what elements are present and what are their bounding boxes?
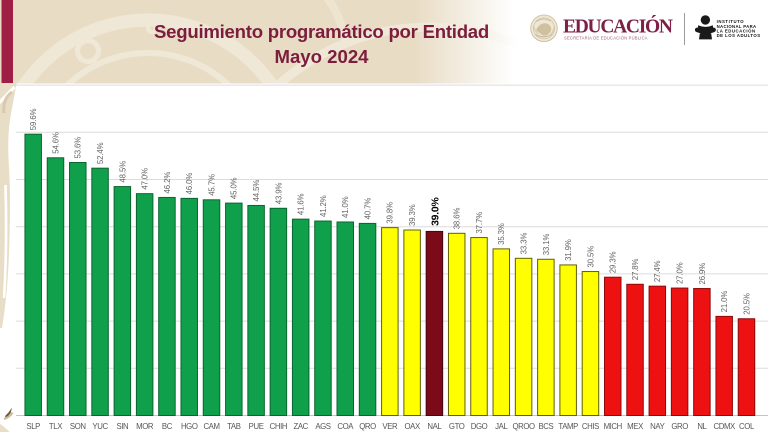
svg-text:TAB: TAB [227, 422, 241, 431]
svg-text:27.4%: 27.4% [653, 260, 662, 282]
svg-text:41.2%: 41.2% [319, 195, 328, 217]
svg-text:MICH: MICH [604, 422, 622, 431]
svg-text:38.6%: 38.6% [453, 208, 462, 230]
svg-text:COL: COL [739, 422, 755, 431]
svg-text:LA EDUCACIÓN: LA EDUCACIÓN [717, 29, 756, 34]
svg-text:SIN: SIN [116, 422, 128, 431]
svg-text:30.5%: 30.5% [586, 246, 595, 268]
svg-text:33.1%: 33.1% [542, 233, 551, 255]
svg-text:29.3%: 29.3% [609, 251, 618, 273]
svg-text:GTO: GTO [449, 422, 465, 431]
svg-text:37.7%: 37.7% [475, 212, 484, 234]
svg-text:COA: COA [337, 422, 354, 431]
svg-text:21.0%: 21.0% [720, 291, 729, 313]
svg-text:53.6%: 53.6% [74, 137, 83, 159]
svg-text:CHIH: CHIH [270, 422, 287, 431]
svg-text:39.0%: 39.0% [430, 197, 441, 225]
svg-text:45.7%: 45.7% [207, 174, 216, 196]
svg-text:41.0%: 41.0% [341, 196, 350, 218]
svg-text:40.7%: 40.7% [363, 198, 372, 220]
svg-text:27.8%: 27.8% [631, 259, 640, 281]
svg-text:27.0%: 27.0% [676, 262, 685, 284]
svg-text:NAY: NAY [650, 422, 665, 431]
svg-text:39.8%: 39.8% [386, 202, 395, 224]
svg-text:31.9%: 31.9% [564, 239, 573, 261]
svg-text:44.5%: 44.5% [252, 180, 261, 202]
svg-text:26.9%: 26.9% [698, 263, 707, 285]
svg-text:AGS: AGS [315, 422, 330, 431]
svg-text:54.6%: 54.6% [51, 132, 60, 154]
svg-text:QROO: QROO [512, 422, 535, 431]
svg-text:41.6%: 41.6% [297, 193, 306, 215]
svg-text:VER: VER [382, 422, 398, 431]
svg-text:DGO: DGO [471, 422, 488, 431]
svg-text:MEX: MEX [627, 422, 644, 431]
svg-text:OAX: OAX [404, 422, 420, 431]
svg-text:52.4%: 52.4% [96, 142, 105, 164]
svg-text:BC: BC [162, 422, 173, 431]
svg-text:CDMX: CDMX [714, 422, 737, 431]
svg-text:NL: NL [697, 422, 707, 431]
svg-text:46.2%: 46.2% [163, 172, 172, 194]
svg-text:43.9%: 43.9% [274, 183, 283, 205]
svg-text:SLP: SLP [26, 422, 40, 431]
svg-text:JAL: JAL [495, 422, 508, 431]
svg-text:PUE: PUE [249, 422, 264, 431]
svg-text:NAL: NAL [427, 422, 442, 431]
svg-text:46.0%: 46.0% [185, 173, 194, 195]
svg-text:MOR: MOR [136, 422, 154, 431]
svg-text:45.0%: 45.0% [230, 177, 239, 199]
svg-text:35.3%: 35.3% [497, 223, 506, 245]
svg-text:GRO: GRO [671, 422, 688, 431]
svg-text:DE LOS ADULTOS: DE LOS ADULTOS [717, 33, 761, 38]
svg-text:CHIS: CHIS [582, 422, 599, 431]
svg-text:39.3%: 39.3% [408, 204, 417, 226]
svg-text:QRO: QRO [359, 422, 376, 431]
svg-text:CAM: CAM [203, 422, 219, 431]
svg-text:INSTITUTO: INSTITUTO [717, 19, 745, 24]
svg-text:TAMP: TAMP [558, 422, 578, 431]
svg-text:59.6%: 59.6% [29, 108, 38, 130]
svg-text:SECRETARÍA DE EDUCACIÓN PÚBLIC: SECRETARÍA DE EDUCACIÓN PÚBLICA [564, 36, 648, 41]
svg-text:TLX: TLX [49, 422, 63, 431]
svg-text:33.3%: 33.3% [519, 233, 528, 255]
svg-text:20.5%: 20.5% [742, 293, 751, 315]
svg-text:EDUCACIÓN: EDUCACIÓN [563, 15, 673, 37]
svg-text:HGO: HGO [181, 422, 198, 431]
svg-text:47.0%: 47.0% [141, 168, 150, 190]
svg-text:SON: SON [70, 422, 86, 431]
svg-text:48.5%: 48.5% [118, 161, 127, 183]
svg-text:BCS: BCS [538, 422, 553, 431]
svg-text:ZAC: ZAC [293, 422, 308, 431]
svg-text:YUC: YUC [92, 422, 108, 431]
svg-text:NACIONAL PARA: NACIONAL PARA [717, 24, 757, 29]
